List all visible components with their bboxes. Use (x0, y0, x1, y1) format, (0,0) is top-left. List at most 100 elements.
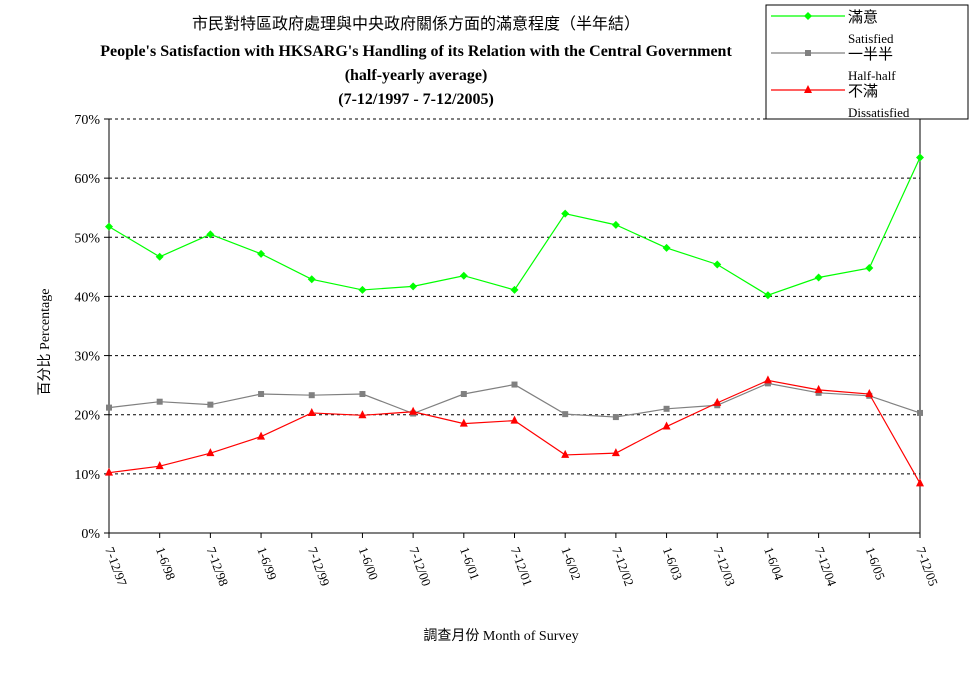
data-point (611, 448, 620, 457)
data-point (307, 275, 316, 284)
legend-label: 不滿 (848, 83, 878, 100)
data-point (562, 411, 569, 418)
data-point (916, 153, 924, 162)
data-point (206, 230, 215, 239)
x-tick-label: 1-6/01 (457, 545, 483, 582)
y-tick-label: 50% (74, 231, 100, 246)
y-tick-label: 70% (74, 113, 100, 128)
data-point (865, 389, 874, 398)
x-tick-label: 7-12/97 (102, 545, 130, 589)
data-point (206, 448, 215, 457)
data-point (814, 384, 823, 393)
x-tick-label: 7-12/99 (305, 545, 333, 588)
data-point (257, 249, 266, 258)
legend-box (765, 4, 969, 120)
data-point (308, 392, 315, 399)
data-point (409, 282, 418, 291)
data-point (511, 381, 518, 388)
x-tick-label: 7-12/01 (508, 545, 536, 588)
series-line (108, 379, 921, 484)
series-line (108, 382, 921, 418)
data-point (359, 391, 366, 398)
y-axis-label: 百分比 Percentage (37, 289, 53, 396)
data-point (258, 391, 265, 398)
data-point (105, 467, 113, 476)
chart-subtitle-2: (half-yearly average) (345, 67, 488, 84)
legend-item: 一半半 Half-half (771, 46, 896, 83)
data-point (257, 431, 266, 440)
legend-label-en: Dissatisfied (848, 105, 910, 120)
x-tick-label: 7-12/00 (406, 545, 434, 588)
y-axis-ticks: 0% 10% 20% 30% 40% 50% 60% 70% (74, 113, 109, 542)
data-point (459, 271, 468, 280)
data-point (459, 418, 468, 427)
data-point (561, 449, 570, 458)
legend-label-en: Half-half (848, 68, 896, 83)
legend-marker (805, 50, 811, 56)
data-point (155, 252, 164, 261)
legend-item: 滿意 Satisfied (771, 8, 894, 46)
x-tick-label: 7-12/04 (812, 545, 840, 589)
y-tick-label: 20% (74, 409, 100, 424)
x-tick-label: 1-6/98 (153, 545, 179, 582)
x-tick-label: 7-12/02 (609, 545, 637, 588)
legend-label-en: Satisfied (848, 31, 894, 46)
data-point (611, 220, 620, 229)
data-point (106, 404, 112, 411)
x-axis-label: 調查月份 Month of Survey (423, 628, 578, 644)
series-dissatisfied (105, 375, 924, 487)
data-point (662, 243, 671, 252)
data-point (510, 285, 519, 294)
data-point (510, 415, 519, 424)
data-point (155, 461, 164, 470)
legend-marker (804, 85, 812, 93)
data-point (763, 375, 772, 384)
x-tick-label: 1-6/05 (862, 545, 888, 582)
chart-title: 市民對特區政府處理與中央政府關係方面的滿意程度（半年結） (192, 14, 640, 33)
data-point (156, 398, 163, 405)
data-point (207, 401, 214, 408)
data-point (763, 291, 772, 300)
x-tick-label: 1-6/04 (761, 545, 787, 582)
y-tick-label: 60% (74, 172, 100, 187)
data-point (916, 478, 924, 487)
legend-label: 滿意 (848, 8, 878, 26)
legend-marker (804, 12, 812, 20)
x-tick-label: 7-12/98 (204, 545, 232, 588)
y-tick-label: 10% (74, 468, 100, 483)
data-point (460, 391, 467, 398)
series-satisfied (105, 153, 924, 300)
y-tick-label: 0% (81, 527, 100, 542)
series-group (105, 153, 924, 487)
y-tick-label: 30% (74, 350, 100, 365)
data-point (713, 397, 722, 406)
data-point (409, 406, 418, 415)
legend-item: 不滿 Dissatisfied (771, 83, 910, 120)
data-point (358, 410, 367, 419)
chart-titles: 市民對特區政府處理與中央政府關係方面的滿意程度（半年結） People's Sa… (100, 14, 732, 108)
data-point (713, 260, 722, 269)
data-point (307, 407, 316, 416)
x-tick-label: 1-6/02 (558, 545, 584, 582)
data-point (612, 414, 619, 421)
data-point (663, 405, 670, 412)
chart-subtitle: People's Satisfaction with HKSARG's Hand… (100, 43, 732, 60)
x-tick-label: 1-6/03 (660, 545, 686, 582)
x-axis-ticks: 7-12/97 1-6/98 7-12/98 1-6/99 7-12/99 1-6/00 7… (102, 533, 941, 588)
x-tick-label: 1-6/99 (254, 545, 280, 582)
data-point (865, 264, 874, 273)
legend-label: 一半半 (848, 46, 893, 63)
data-point (662, 421, 671, 430)
y-tick-label: 40% (74, 290, 100, 305)
x-tick-label: 1-6/00 (356, 545, 382, 582)
data-point (917, 409, 923, 416)
x-tick-label: 7-12/03 (710, 545, 738, 588)
data-point (814, 273, 823, 282)
data-point (105, 222, 113, 231)
chart-subtitle-3: (7-12/1997 - 7-12/2005) (338, 91, 494, 108)
data-point (561, 209, 570, 218)
data-point (358, 285, 367, 294)
x-tick-label: 7-12/05 (913, 545, 941, 588)
